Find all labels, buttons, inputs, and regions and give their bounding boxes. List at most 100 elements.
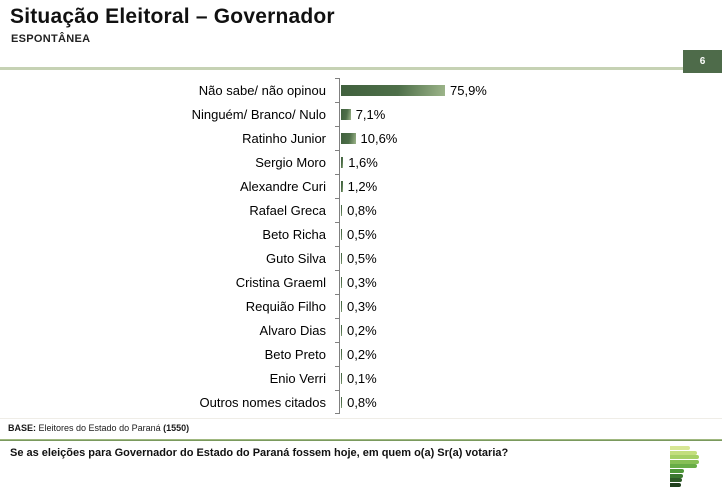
category-label: Não sabe/ não opinou — [198, 82, 326, 98]
value-label: 0,5% — [347, 226, 377, 242]
bar — [341, 276, 342, 288]
bar — [341, 252, 342, 264]
value-label: 0,8% — [347, 202, 377, 218]
category-label: Ninguém/ Branco/ Nulo — [191, 106, 326, 122]
axis-tick — [335, 174, 339, 175]
bar — [341, 108, 351, 120]
logo-stripe — [670, 450, 697, 455]
bar — [341, 348, 342, 360]
value-label: 0,3% — [347, 274, 377, 290]
bar — [341, 156, 344, 168]
logo-stripe — [670, 464, 697, 469]
axis-tick — [335, 150, 339, 151]
category-label: Beto Richa — [262, 226, 326, 242]
axis-tick — [335, 270, 339, 271]
page-subtitle: ESPONTÂNEA — [11, 33, 91, 45]
bar — [341, 228, 342, 240]
category-label: Alvaro Dias — [259, 322, 326, 338]
base-count: (1550) — [163, 423, 190, 433]
chart-row: Beto Preto 0,2% — [0, 342, 722, 366]
logo-stripe — [670, 459, 699, 464]
chart-row: Cristina Graeml 0,3% — [0, 270, 722, 294]
axis-tick — [335, 246, 339, 247]
bar — [341, 132, 356, 144]
logo-stripe — [670, 473, 683, 478]
value-label: 0,3% — [347, 298, 377, 314]
bar-track: 0,8% — [332, 198, 722, 222]
chart-row: Rafael Greca 0,8% — [0, 198, 722, 222]
axis-tick — [335, 342, 339, 343]
value-label: 1,2% — [347, 178, 378, 194]
base-divider-faint — [0, 418, 722, 419]
survey-question: Se as eleições para Governador do Estado… — [10, 447, 509, 459]
bar-track: 1,2% — [332, 174, 722, 198]
bar-chart: Não sabe/ não opinou 75,9% Ninguém/ Branco… — [0, 78, 722, 414]
axis-tick — [335, 366, 339, 367]
logo-stripe — [670, 455, 699, 460]
category-label: Requião Filho — [245, 298, 326, 314]
chart-row: Enio Verri 0,1% — [0, 366, 722, 390]
value-label: 0,5% — [347, 250, 377, 266]
value-label: 7,1% — [355, 106, 386, 122]
chart-row: Sergio Moro 1,6% — [0, 150, 722, 174]
category-label: Cristina Graeml — [235, 274, 326, 290]
bar — [341, 180, 343, 192]
chart-row: Não sabe/ não opinou 75,9% — [0, 78, 722, 102]
logo-stripe — [670, 446, 690, 450]
axis-tick — [335, 318, 339, 319]
bar-track: 0,5% — [332, 246, 722, 270]
category-label: Enio Verri — [269, 370, 326, 386]
bar — [341, 372, 342, 384]
category-label: Beto Preto — [264, 346, 326, 362]
axis-tick — [335, 78, 339, 79]
bar — [341, 300, 342, 312]
bar — [341, 396, 343, 408]
category-label: Rafael Greca — [249, 202, 326, 218]
value-label: 0,2% — [347, 346, 377, 362]
chart-row: Alvaro Dias 0,2% — [0, 318, 722, 342]
base-label: BASE: — [8, 423, 37, 433]
bar-track: 0,1% — [332, 366, 722, 390]
page-number-badge: 6 — [683, 50, 722, 73]
page-title: Situação Eleitoral – Governador — [10, 5, 335, 28]
value-label: 0,1% — [347, 370, 377, 386]
bar — [341, 324, 342, 336]
axis-tick — [335, 222, 339, 223]
value-label: 75,9% — [450, 82, 487, 98]
base-text: Eleitores do Estado do Paraná — [36, 423, 164, 433]
axis-tick — [335, 102, 339, 103]
base-note: BASE: Eleitores do Estado do Paraná (155… — [8, 423, 189, 433]
bar-track: 0,2% — [332, 318, 722, 342]
chart-row: Beto Richa 0,5% — [0, 222, 722, 246]
bar-track: 0,5% — [332, 222, 722, 246]
bar-track: 1,6% — [332, 150, 722, 174]
bar — [341, 204, 343, 216]
chart-row: Guto Silva 0,5% — [0, 246, 722, 270]
bar-track: 0,2% — [332, 342, 722, 366]
bar-track: 0,3% — [332, 270, 722, 294]
chart-row: Alexandre Curi 1,2% — [0, 174, 722, 198]
category-axis-line — [339, 78, 340, 414]
value-label: 0,2% — [347, 322, 377, 338]
category-label: Guto Silva — [266, 250, 326, 266]
category-label: Outros nomes citados — [199, 394, 326, 410]
bar-track: 7,1% — [332, 102, 722, 126]
footer-divider — [0, 439, 722, 441]
logo-stripe — [670, 482, 681, 487]
bar-track: 75,9% — [332, 78, 722, 102]
axis-tick — [335, 413, 339, 414]
value-label: 10,6% — [360, 130, 398, 146]
chart-row: Ratinho Junior 10,6% — [0, 126, 722, 150]
chart-row: Ninguém/ Branco/ Nulo 7,1% — [0, 102, 722, 126]
header-rule — [0, 67, 722, 70]
axis-tick — [335, 294, 339, 295]
value-label: 1,6% — [348, 154, 378, 170]
category-label: Sergio Moro — [255, 154, 326, 170]
axis-tick — [335, 126, 339, 127]
logo-stripe — [670, 478, 682, 483]
parana-pesquisas-logo — [670, 446, 702, 488]
bar — [341, 84, 445, 96]
axis-tick — [335, 390, 339, 391]
logo-stripe — [670, 468, 684, 473]
bar-track: 0,3% — [332, 294, 722, 318]
